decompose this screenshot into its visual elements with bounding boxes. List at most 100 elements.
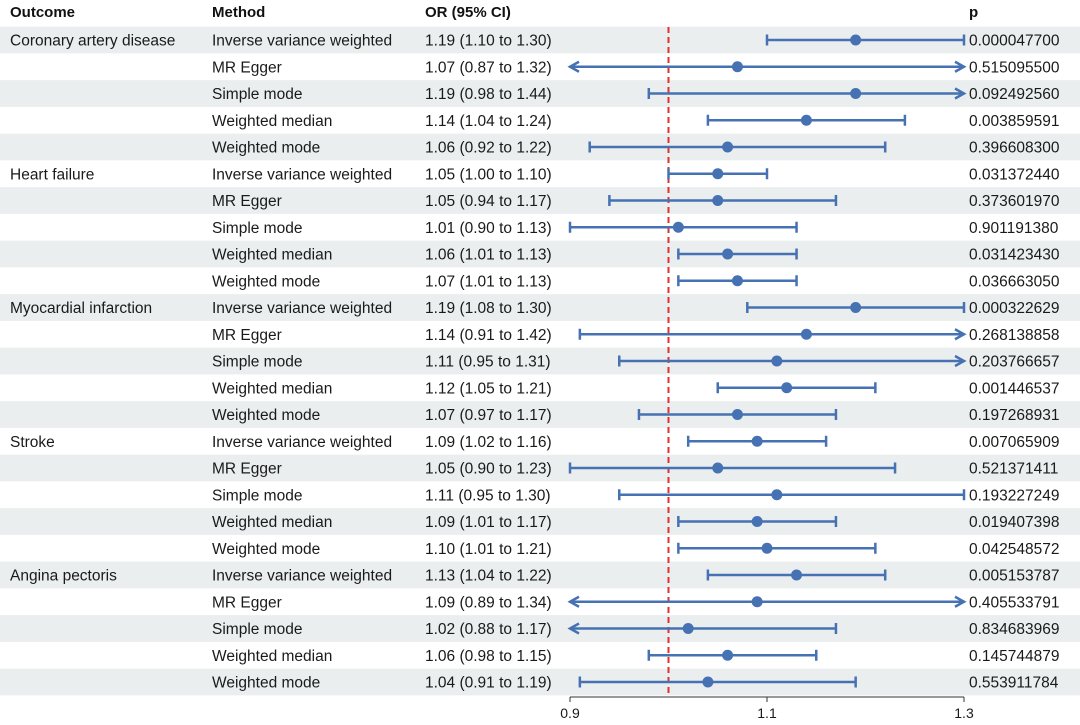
or-ci-label: 1.01 (0.90 to 1.13) [425,220,552,237]
point-estimate [791,569,803,581]
p-value-label: 0.003859591 [969,113,1060,130]
row-stripe [0,240,1080,268]
or-ci-label: 1.09 (1.02 to 1.16) [425,434,552,451]
p-value-label: 0.553911784 [969,675,1059,692]
p-value-label: 0.197268931 [969,407,1060,424]
p-value-label: 0.005153787 [969,568,1060,585]
ci-arrow-right [954,87,967,100]
point-estimate [751,516,763,527]
or-ci-label: 1.06 (1.01 to 1.13) [425,247,552,264]
method-label: MR Egger [212,193,282,210]
method-label: Inverse variance weighted [212,434,392,451]
method-label: Weighted median [212,648,332,665]
table-header: Outcome Method OR (95% CI) p [10,4,978,21]
p-value-label: 0.373601970 [969,193,1060,210]
point-estimate [771,489,783,501]
p-value-label: 0.203766657 [969,354,1060,371]
p-value-label: 0.268138858 [969,327,1060,344]
p-value-label: 0.834683969 [969,621,1060,638]
point-estimate [731,409,743,420]
p-value-label: 0.019407398 [969,514,1060,531]
or-ci-label: 1.09 (0.89 to 1.34) [425,594,552,611]
point-estimate [702,676,714,688]
x-tick-label: 1.3 [954,705,974,721]
row-stripe [0,401,1080,428]
p-value-label: 0.521371411 [969,461,1058,478]
x-axis: 0.9 1.1 1.3 [560,696,974,721]
method-label: Inverse variance weighted [212,166,392,183]
p-value-label: 0.000047700 [969,33,1060,50]
or-ci-label: 1.09 (1.01 to 1.17) [425,514,552,531]
point-estimate [722,649,734,661]
point-estimate [672,221,684,233]
point-estimate [850,34,862,46]
p-value-label: 0.193227249 [969,487,1060,504]
method-label: Weighted median [212,380,332,397]
row-stripe [0,615,1080,642]
point-estimate [731,61,743,73]
or-ci-label: 1.10 (1.01 to 1.21) [425,541,552,558]
ci-arrow-left [567,595,580,608]
method-label: Weighted mode [212,541,320,558]
or-ci-label: 1.07 (0.87 to 1.32) [425,59,552,76]
point-estimate [850,302,862,313]
method-label: Simple mode [212,354,302,371]
header-p: p [969,4,978,21]
ci-arrow-right [954,60,967,73]
method-label: Simple mode [212,621,302,638]
row-stripe [0,561,1080,589]
p-value-label: 0.001446537 [969,380,1060,397]
method-label: MR Egger [212,594,282,611]
point-estimate [781,382,793,394]
point-estimate [722,141,734,153]
or-ci-label: 1.13 (1.04 to 1.22) [425,568,552,585]
outcome-label: Myocardial infarction [10,300,152,317]
x-tick-label: 0.9 [560,705,580,721]
method-label: Inverse variance weighted [212,33,392,50]
method-label: Weighted median [212,113,332,130]
method-label: Weighted mode [212,407,320,424]
point-estimate [712,195,724,206]
or-ci-label: 1.04 (0.91 to 1.19) [425,675,552,692]
p-value-label: 0.042548572 [969,541,1060,558]
point-estimate [751,596,763,608]
row-stripe [0,508,1080,535]
point-estimate [800,114,812,126]
method-label: MR Egger [212,461,282,478]
row-stripe [0,454,1080,482]
p-value-label: 0.092492560 [969,86,1060,103]
p-value-label: 0.007065909 [969,434,1060,451]
point-estimate [800,328,812,340]
point-estimate [731,275,743,287]
or-ci-label: 1.07 (0.97 to 1.17) [425,407,552,424]
p-value-label: 0.145744879 [969,648,1060,665]
method-label: Weighted mode [212,140,320,157]
outcome-label: Angina pectoris [10,568,117,585]
method-label: MR Egger [212,327,282,344]
point-estimate [712,462,724,474]
method-label: Inverse variance weighted [212,568,392,585]
method-label: MR Egger [212,59,282,76]
or-ci-label: 1.02 (0.88 to 1.17) [425,621,552,638]
or-ci-label: 1.14 (1.04 to 1.24) [425,113,552,130]
ci-arrow-left [567,622,580,635]
method-label: Simple mode [212,86,302,103]
point-estimate [722,248,734,260]
or-ci-label: 1.19 (1.08 to 1.30) [425,300,552,317]
or-ci-label: 1.05 (0.90 to 1.23) [425,461,552,478]
p-value-label: 0.396608300 [969,140,1060,157]
point-estimate [771,355,783,367]
or-ci-label: 1.19 (1.10 to 1.30) [425,33,552,50]
method-label: Simple mode [212,487,302,504]
ci-arrow-right [954,595,967,608]
ci-arrow-right [954,328,967,341]
or-ci-label: 1.11 (0.95 to 1.30) [425,487,551,504]
or-ci-label: 1.05 (0.94 to 1.17) [425,193,552,210]
point-estimate [712,168,724,180]
p-value-label: 0.405533791 [969,594,1060,611]
method-label: Weighted mode [212,273,320,290]
p-value-label: 0.000322629 [969,300,1060,317]
method-label: Weighted mode [212,675,320,692]
p-value-label: 0.031372440 [969,166,1060,183]
row-stripe [0,187,1080,214]
